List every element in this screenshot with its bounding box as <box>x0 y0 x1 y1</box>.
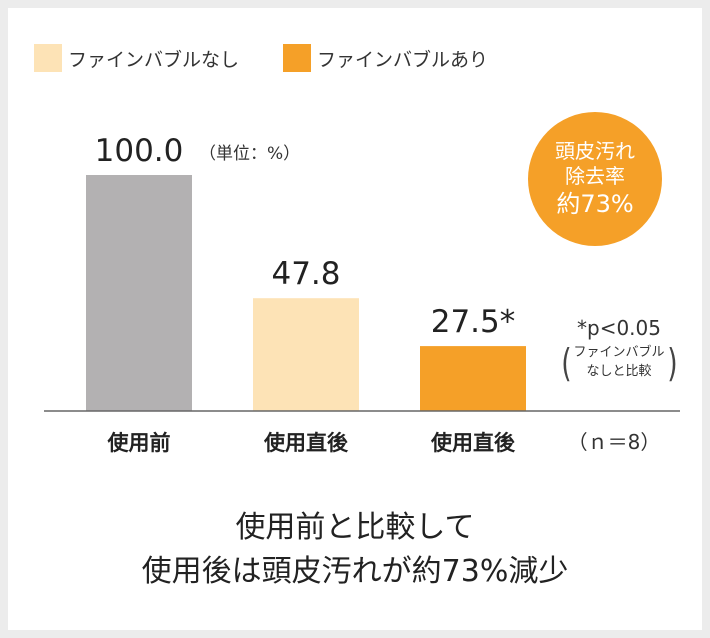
legend-item-with: ファインバブルあり <box>283 44 488 72</box>
conclusion-line-1: 使用前と比較して <box>235 510 475 545</box>
bar-value-label-0: 100.0 <box>95 133 184 169</box>
removal-rate-badge: 頭皮汚れ 除去率 約73% <box>528 112 662 246</box>
bar-value-label-1: 47.8 <box>271 256 340 292</box>
badge-line-2: 除去率 <box>565 164 625 188</box>
conclusion-line-2: 使用後は頭皮汚れが約73%減少 <box>141 553 569 589</box>
category-label-0: 使用前 <box>107 431 171 455</box>
paren-close: ) <box>666 341 678 385</box>
legend-item-without: ファインバブルなし <box>34 44 239 72</box>
conclusion-text: 使用前と比較して 使用後は頭皮汚れが約73%減少 <box>0 506 710 593</box>
significance-line-1: ファインバブル <box>573 345 665 361</box>
bar-0 <box>86 175 192 411</box>
legend-label-with: ファインバブルあり <box>317 48 489 71</box>
category-label-1: 使用直後 <box>263 431 349 455</box>
badge-line-1: 頭皮汚れ <box>555 139 635 163</box>
legend-swatch-with <box>283 44 311 72</box>
significance-line-2: なしと比較 <box>586 364 652 379</box>
bar-2 <box>420 346 526 411</box>
significance-p-value: *p<0.05 <box>577 316 661 340</box>
significance-note: *p<0.05 ( ファインバブル なしと比較 ) <box>554 316 684 382</box>
bar-1 <box>253 298 359 411</box>
category-label-2: 使用直後 <box>430 431 516 455</box>
sample-size-label: （ｎ＝8） <box>568 430 661 454</box>
legend-swatch-without <box>34 44 62 72</box>
bar-value-label-2: 27.5* <box>431 304 516 340</box>
paren-open: ( <box>560 341 572 385</box>
badge-line-3: 約73% <box>556 190 634 218</box>
legend-label-without: ファインバブルなし <box>68 48 240 71</box>
unit-note: （単位：%） <box>199 144 300 164</box>
